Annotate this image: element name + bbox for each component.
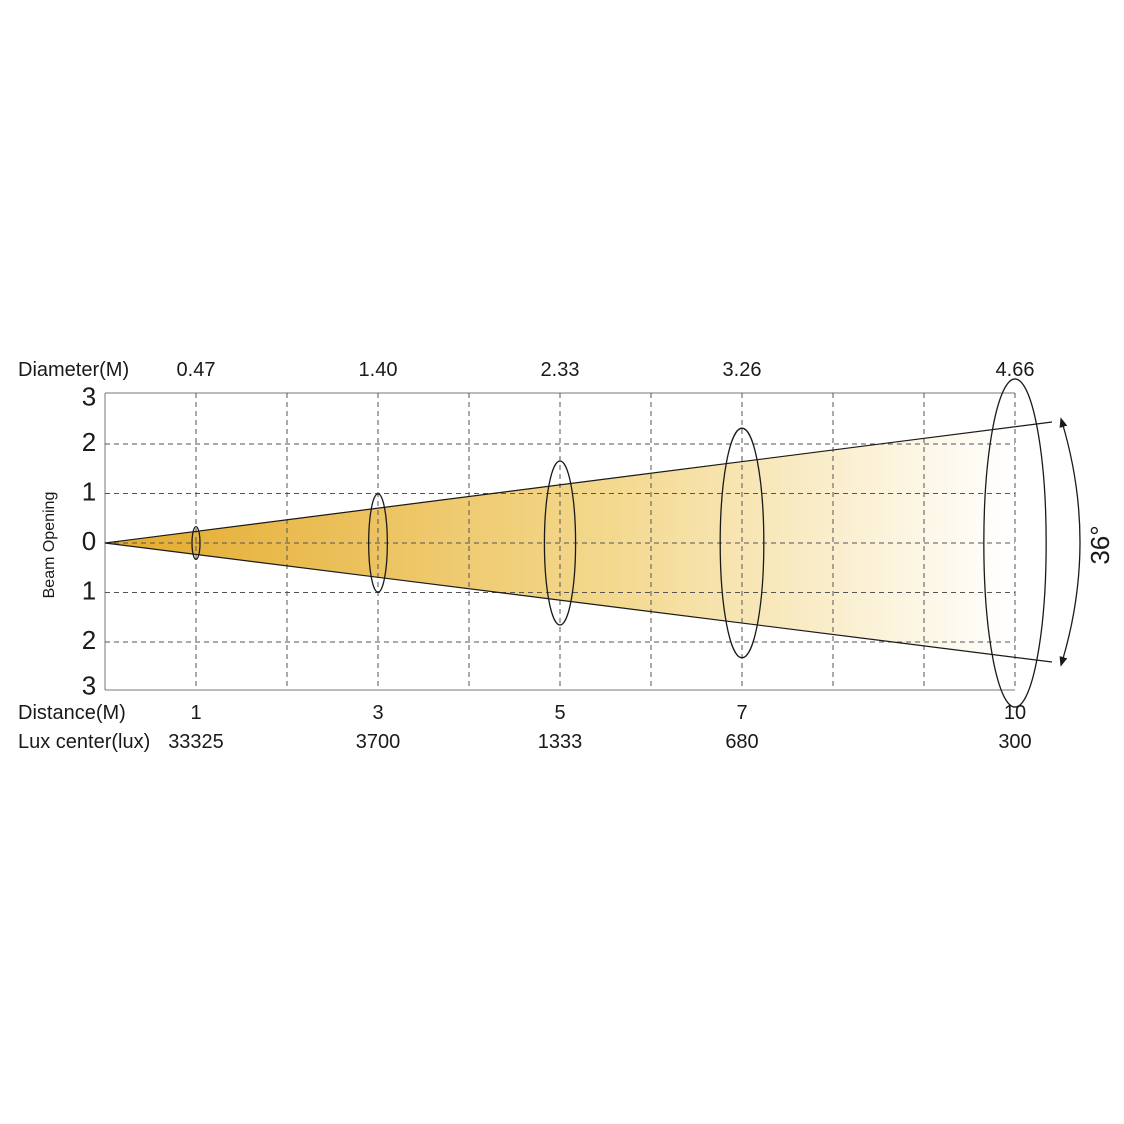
y-tick-label: 2	[82, 427, 96, 457]
lux-value: 680	[725, 731, 758, 753]
diameter-value: 0.47	[177, 359, 216, 381]
beam-upper-edge	[104, 421, 1053, 544]
beam-cross-sections	[191, 378, 1047, 708]
beam-cross-section	[719, 427, 765, 659]
lux-value: 1333	[538, 731, 583, 753]
lux-value: 300	[998, 731, 1031, 753]
y-tick-label: 0	[82, 526, 96, 556]
beam-cone	[105, 422, 1052, 662]
y-axis-title: Beam Opening	[41, 492, 58, 599]
beam-cross-section	[367, 493, 389, 593]
lux-title: Lux center(lux)	[18, 731, 150, 753]
beam-cross-section	[983, 378, 1047, 708]
y-tick-label: 3	[82, 670, 96, 700]
distance-values: 1 3 5 7 10	[190, 702, 1026, 724]
beam-angle-label: 36°	[1085, 525, 1115, 564]
beam-cross-section	[191, 525, 201, 561]
lux-value: 33325	[168, 731, 224, 753]
distance-value: 7	[736, 702, 747, 724]
diameter-value: 2.33	[541, 359, 580, 381]
angle-arc	[1059, 417, 1081, 667]
distance-value: 1	[190, 702, 201, 724]
y-tick-label: 3	[82, 381, 96, 411]
beam-lower-edge	[104, 542, 1053, 663]
distance-value: 10	[1004, 702, 1026, 724]
distance-value: 5	[554, 702, 565, 724]
beam-cross-section	[543, 460, 577, 626]
diameter-title: Diameter(M)	[18, 359, 129, 381]
grid	[105, 393, 1016, 690]
diameter-value: 1.40	[359, 359, 398, 381]
distance-title: Distance(M)	[18, 702, 126, 724]
diameter-values: 0.47 1.40 2.33 3.26 4.66	[177, 359, 1035, 381]
diameter-value: 3.26	[723, 359, 762, 381]
y-tick-labels: 3 2 1 0 1 2 3	[82, 381, 96, 700]
distance-value: 3	[372, 702, 383, 724]
diameter-value: 4.66	[996, 359, 1035, 381]
lux-values: 33325 3700 1333 680 300	[168, 731, 1032, 753]
y-tick-label: 2	[82, 625, 96, 655]
lux-value: 3700	[356, 731, 401, 753]
y-tick-label: 1	[82, 476, 96, 506]
y-tick-label: 1	[82, 575, 96, 605]
